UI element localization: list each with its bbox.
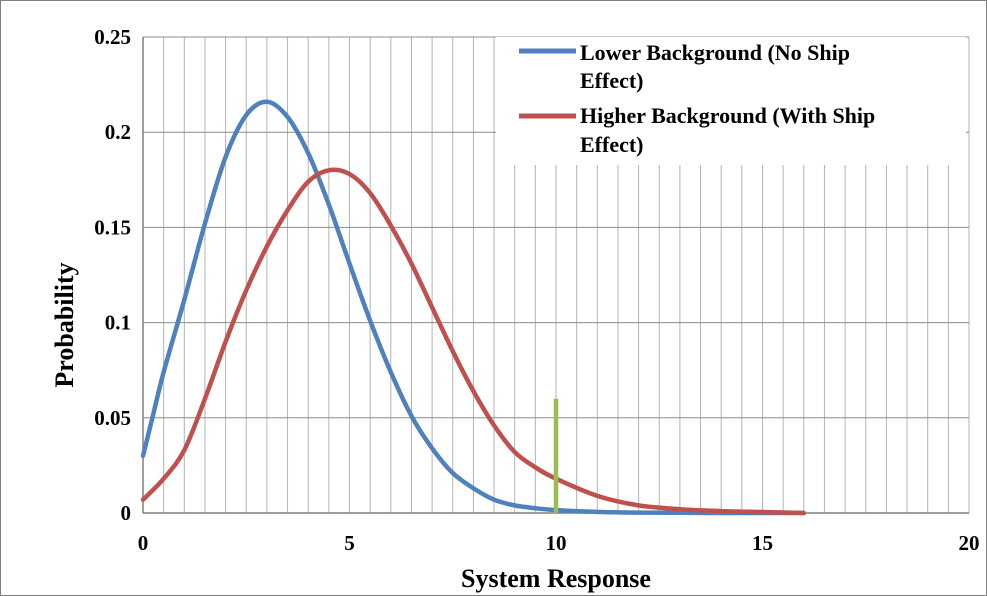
- x-axis-title: System Response: [461, 564, 651, 593]
- series-line-higher-background: [140, 167, 807, 516]
- y-axis-title: Probability: [50, 262, 79, 387]
- y-tick-label: 0.15: [94, 215, 131, 239]
- legend-label-lower-background-line1: Lower Background (No Ship: [580, 40, 850, 65]
- legend: Lower Background (No Ship Effect) Higher…: [496, 37, 966, 165]
- x-tick-label: 5: [344, 531, 355, 555]
- legend-label-lower-background-line2: Effect): [580, 68, 644, 93]
- y-tick-label: 0.05: [94, 406, 131, 430]
- legend-label-higher-background-line1: Higher Background (With Ship: [580, 103, 875, 128]
- series-line-lower-background: [140, 99, 807, 516]
- series-lines: [140, 99, 807, 516]
- legend-background: [496, 37, 966, 165]
- x-tick-label: 0: [138, 531, 149, 555]
- legend-label-higher-background-line2: Effect): [580, 132, 644, 157]
- x-tick-label: 10: [546, 531, 567, 555]
- x-tick-label: 15: [752, 531, 773, 555]
- tick-labels: 0 5 10 15 20 0 0.05 0.1 0.15 0.2 0.25: [94, 25, 979, 555]
- y-tick-label: 0.1: [105, 311, 131, 335]
- y-tick-label: 0: [121, 501, 132, 525]
- y-tick-label: 0.25: [94, 25, 131, 49]
- y-tick-label: 0.2: [105, 120, 131, 144]
- x-tick-label: 20: [959, 531, 980, 555]
